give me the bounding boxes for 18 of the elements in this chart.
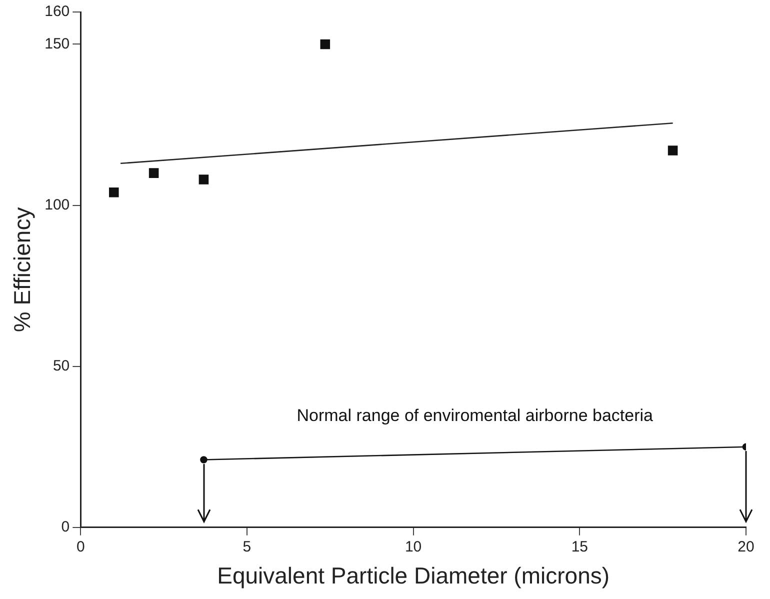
- x-axis-title: Equivalent Particle Diameter (microns): [217, 562, 610, 589]
- y-tick-label: 150: [44, 35, 70, 52]
- x-tick-label: 0: [76, 538, 85, 556]
- y-tick-label: 0: [61, 518, 70, 536]
- x-tick-label: 5: [242, 538, 252, 556]
- point: [109, 188, 119, 198]
- annotation: Normal range of enviromental airborne bacteria: [296, 406, 654, 426]
- point: [668, 146, 678, 156]
- y-tick-label: 100: [44, 196, 70, 214]
- point: [148, 168, 159, 178]
- x-tick-label: 15: [571, 538, 588, 556]
- x-tick-label: 10: [404, 538, 422, 556]
- y-tick-label: 160: [44, 3, 70, 20]
- point: [198, 174, 209, 184]
- point: [320, 39, 330, 50]
- x-tick-label: 20: [738, 538, 754, 556]
- y-tick-label: 50: [52, 357, 70, 374]
- y-axis-title: % Efficiency: [9, 206, 36, 332]
